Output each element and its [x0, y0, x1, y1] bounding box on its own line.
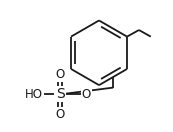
Text: O: O: [56, 108, 65, 121]
Text: O: O: [56, 68, 65, 81]
Text: HO: HO: [25, 88, 43, 101]
Text: S: S: [56, 87, 65, 101]
Text: O: O: [82, 88, 91, 101]
